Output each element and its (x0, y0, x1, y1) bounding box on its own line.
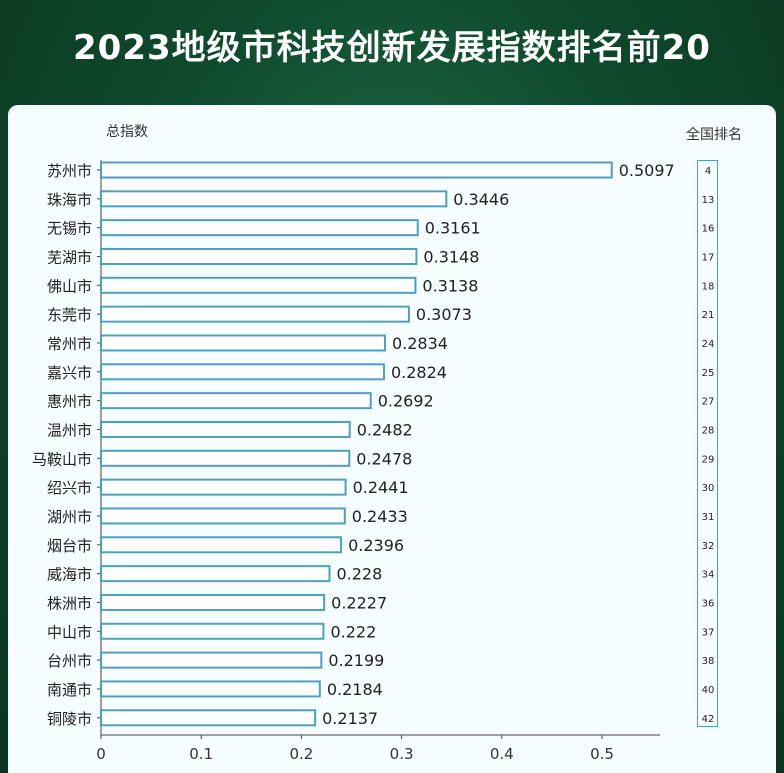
bar (100, 276, 417, 294)
bar-value-label: 0.2433 (352, 507, 408, 526)
category-label: 无锡市 (47, 220, 92, 238)
national-rank-label: 27 (702, 397, 715, 408)
national-rank-label: 13 (702, 195, 715, 206)
national-rank-label: 31 (702, 512, 715, 523)
category-label: 台州市 (47, 652, 92, 670)
bar-value-label: 0.228 (336, 565, 382, 584)
bar-value-label: 0.2478 (356, 449, 412, 468)
national-rank-label: 18 (702, 281, 715, 292)
bar-value-label: 0.2227 (331, 593, 387, 612)
bar (100, 478, 347, 496)
bar (100, 449, 351, 467)
bar (100, 420, 351, 438)
category-label: 南通市 (47, 681, 92, 699)
category-label: 马鞍山市 (32, 450, 92, 468)
rank-column-header: 全国排名 (686, 126, 742, 143)
bar (100, 161, 613, 179)
bar-value-label: 0.3446 (453, 190, 509, 209)
category-label: 珠海市 (47, 191, 92, 209)
x-tick-label: 0.1 (189, 745, 213, 763)
bar-value-label: 0.2834 (392, 334, 448, 353)
national-rank-label: 24 (702, 339, 715, 350)
national-rank-label: 38 (702, 656, 715, 667)
x-tick-label: 0.4 (490, 745, 514, 763)
bar (100, 507, 346, 525)
x-tick-label: 0.2 (289, 745, 313, 763)
category-label: 中山市 (47, 623, 92, 641)
national-rank-label: 37 (702, 627, 715, 638)
x-tick-label: 0.5 (590, 745, 614, 763)
bar (100, 219, 419, 237)
value-axis-label: 总指数 (106, 124, 148, 140)
bar (100, 363, 385, 381)
bar-value-label: 0.2184 (327, 680, 383, 699)
bar-value-label: 0.2199 (328, 651, 384, 670)
national-rank-label: 34 (702, 570, 715, 581)
category-label: 芜湖市 (47, 248, 92, 266)
category-label: 绍兴市 (47, 479, 92, 497)
bar-value-label: 0.3073 (416, 305, 472, 324)
x-tick-label: 0 (96, 745, 106, 763)
bar-value-label: 0.3148 (423, 247, 479, 266)
bar-value-label: 0.3138 (422, 276, 478, 295)
rank-column-box (697, 160, 718, 727)
category-label: 株洲市 (47, 594, 92, 612)
national-rank-label: 25 (702, 368, 715, 379)
category-label: 威海市 (47, 566, 92, 584)
bar-value-label: 0.222 (330, 622, 376, 641)
bar (100, 305, 410, 323)
national-rank-label: 30 (702, 483, 715, 494)
category-label: 惠州市 (47, 393, 92, 411)
national-rank-label: 42 (702, 714, 715, 725)
bar-value-label: 0.3161 (425, 219, 481, 238)
bar (100, 190, 448, 208)
category-label: 东莞市 (47, 306, 92, 324)
category-label: 烟台市 (47, 537, 92, 555)
category-label: 佛山市 (47, 277, 92, 295)
bar (100, 622, 325, 640)
bar-value-label: 0.2396 (348, 536, 404, 555)
category-label: 嘉兴市 (47, 364, 92, 382)
national-rank-label: 36 (702, 598, 715, 609)
category-label: 温州市 (47, 421, 92, 439)
bar (100, 247, 418, 265)
category-label: 铜陵市 (47, 710, 92, 728)
bar (100, 565, 331, 583)
bar (100, 651, 323, 669)
category-label: 苏州市 (47, 162, 92, 180)
bar (100, 680, 321, 698)
category-label: 常州市 (47, 335, 92, 353)
bar-value-label: 0.2482 (357, 420, 413, 439)
bar (100, 593, 326, 611)
national-rank-label: 16 (702, 224, 715, 235)
bar-value-label: 0.2824 (391, 363, 447, 382)
national-rank-label: 21 (702, 310, 715, 321)
bar (100, 334, 386, 352)
bar (100, 536, 343, 554)
national-rank-label: 32 (702, 541, 715, 552)
bar-value-label: 0.2692 (378, 392, 434, 411)
category-label: 湖州市 (47, 508, 92, 526)
national-rank-label: 28 (702, 425, 715, 436)
chart-title: 2023地级市科技创新发展指数排名前20 (73, 28, 711, 68)
bar-value-label: 0.2137 (322, 709, 378, 728)
x-tick-label: 0.3 (390, 745, 414, 763)
bar (100, 392, 372, 410)
bar (100, 709, 317, 727)
national-rank-label: 40 (702, 685, 715, 696)
national-rank-label: 29 (702, 454, 715, 465)
bar-value-label: 0.5097 (619, 161, 675, 180)
national-rank-label: 17 (702, 252, 715, 263)
national-rank-label: 4 (705, 166, 711, 177)
bar-value-label: 0.2441 (353, 478, 409, 497)
